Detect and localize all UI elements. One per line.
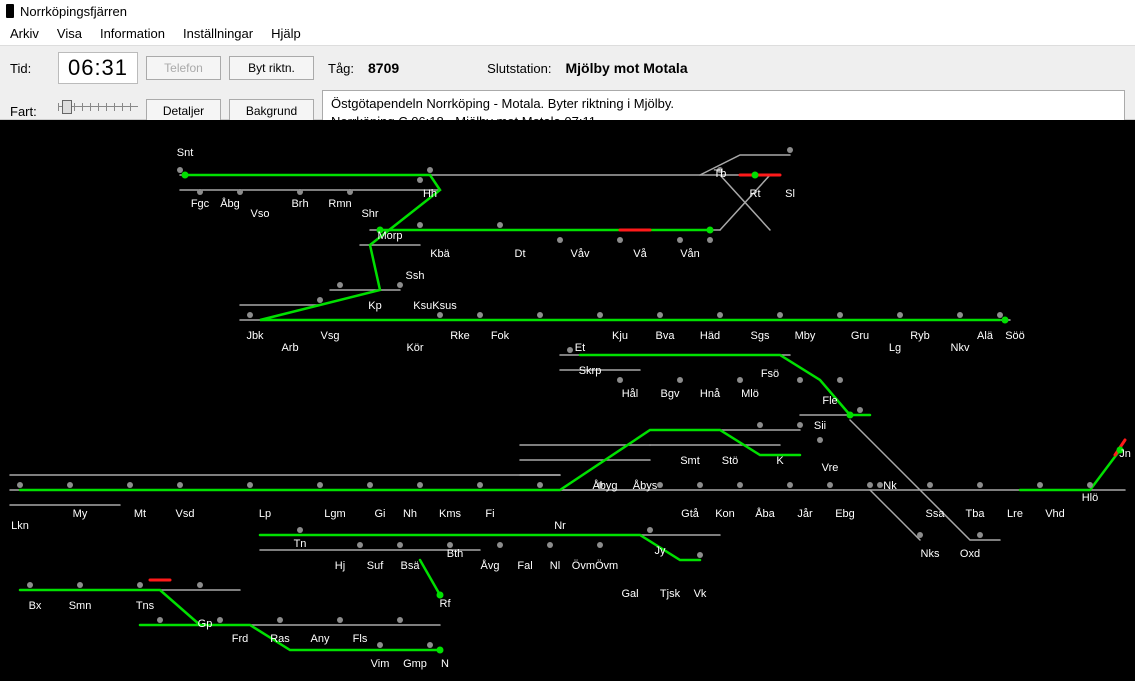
titlebar: Norrköpingsfjärren bbox=[0, 0, 1135, 22]
menu-hjalp[interactable]: Hjälp bbox=[271, 26, 301, 41]
menu-information[interactable]: Information bbox=[100, 26, 165, 41]
diagram-svg bbox=[0, 120, 1135, 681]
menu-installningar[interactable]: Inställningar bbox=[183, 26, 253, 41]
info-row: Tåg: 8709 Slutstation: Mjölby mot Motala bbox=[322, 60, 1125, 76]
tid-label: Tid: bbox=[10, 61, 50, 76]
clock: 06:31 bbox=[58, 52, 138, 84]
menu-arkiv[interactable]: Arkiv bbox=[10, 26, 39, 41]
menu-visa[interactable]: Visa bbox=[57, 26, 82, 41]
telefon-button[interactable]: Telefon bbox=[146, 56, 221, 80]
menubar: Arkiv Visa Information Inställningar Hjä… bbox=[0, 22, 1135, 46]
app-icon bbox=[6, 4, 14, 18]
window-title: Norrköpingsfjärren bbox=[20, 4, 127, 19]
toolbar: Tid: 06:31 Telefon Byt riktn. Tåg: 8709 … bbox=[0, 46, 1135, 120]
slutstation-label: Slutstation: bbox=[487, 61, 551, 76]
byt-riktn-button[interactable]: Byt riktn. bbox=[229, 56, 314, 80]
slutstation-value: Mjölby mot Motala bbox=[566, 60, 688, 76]
tag-label: Tåg: bbox=[328, 61, 354, 76]
slider-thumb[interactable] bbox=[62, 100, 72, 114]
fart-label: Fart: bbox=[10, 104, 50, 119]
tag-value: 8709 bbox=[368, 60, 399, 76]
track-diagram[interactable]: SntFgcÅbgVsoBrhRmnShrHhTbRtSlMorpKbäDtVå… bbox=[0, 120, 1135, 681]
